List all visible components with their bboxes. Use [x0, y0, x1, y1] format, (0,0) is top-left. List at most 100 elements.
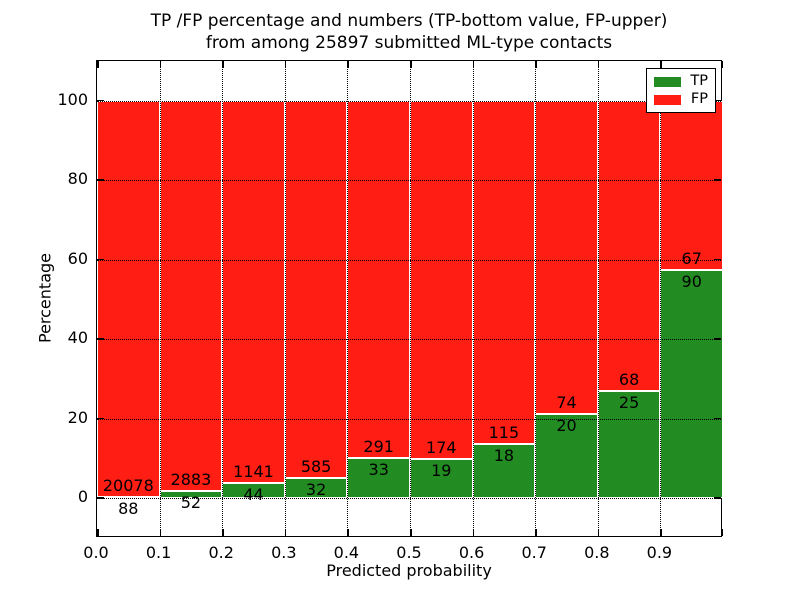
fp-count-label: 174 [426, 438, 457, 458]
x-tick-mark [159, 61, 162, 68]
x-tick-label: 0.4 [333, 543, 360, 562]
tp-count-label: 32 [305, 479, 327, 499]
x-gridline [410, 61, 411, 536]
x-tick-mark [410, 61, 412, 68]
x-tick-mark [284, 529, 287, 536]
bar-segment-fp [535, 100, 598, 414]
y-tick-mark [714, 497, 721, 499]
bar-segment-fp [97, 100, 160, 497]
plot-area: TP FP 20078 88 2883 52 1141 44 585 32 291 33 174 19… [96, 60, 723, 537]
chart-title-line2: from among 25897 submitted ML-type conta… [205, 33, 613, 53]
legend: TP FP [646, 68, 716, 113]
fp-count-label: 2883 [170, 470, 212, 490]
x-tick-label: 0.2 [208, 543, 234, 562]
x-tick-label: 0.0 [83, 543, 109, 562]
x-tick-label: 0.8 [584, 543, 610, 562]
x-tick-label: 0.7 [521, 543, 547, 562]
bar-segment-tp [660, 270, 723, 499]
tp-count-label: 44 [243, 485, 264, 505]
y-tick-label: 80 [67, 169, 88, 189]
tp-count-label: 90 [681, 272, 702, 292]
tp-count-label: 52 [180, 493, 202, 513]
x-axis-label: Predicted probability [326, 561, 492, 580]
x-tick-mark [597, 529, 600, 536]
fp-swatch-icon [654, 94, 681, 105]
x-gridline [347, 61, 349, 536]
y-tick-mark [97, 338, 104, 340]
x-tick-label: 0.6 [458, 543, 485, 562]
tp-count-label: 19 [431, 461, 452, 481]
fp-count-label: 1141 [233, 462, 274, 482]
y-tick-label: 60 [67, 248, 88, 268]
bar-segment-tp [597, 391, 661, 499]
fp-count-label: 67 [681, 249, 702, 269]
bar-segment-fp [159, 100, 223, 492]
bar-segment-fp [284, 100, 348, 478]
x-gridline [597, 61, 599, 536]
y-tick-label: 0 [77, 487, 88, 507]
x-tick-mark [410, 529, 412, 536]
y-tick-mark [714, 99, 721, 102]
legend-label-fp: FP [690, 91, 708, 107]
y-tick-mark [97, 179, 104, 181]
y-tick-mark [714, 338, 721, 340]
y-tick-mark [714, 417, 721, 420]
x-tick-mark [472, 529, 475, 536]
tp-swatch-icon [654, 76, 681, 87]
x-tick-mark [97, 529, 99, 536]
y-tick-label: 100 [57, 89, 88, 109]
x-gridline [472, 61, 474, 536]
x-tick-label: 0.5 [396, 543, 422, 562]
bar-segment-fp [410, 100, 473, 460]
y-tick-mark [714, 258, 721, 261]
fp-count-label: 291 [363, 436, 394, 456]
chart-title-line1: TP /FP percentage and numbers (TP-bottom… [150, 11, 668, 31]
y-tick-mark [97, 497, 104, 499]
fp-count-label: 20078 [102, 475, 154, 495]
x-tick-mark [222, 529, 224, 536]
y-tick-label: 20 [67, 407, 88, 427]
chart-title: TP /FP percentage and numbers (TP-bottom… [96, 10, 722, 54]
bar-segment-fp [347, 100, 410, 458]
bar-segment-fp [597, 100, 661, 392]
y-gridline [97, 180, 721, 182]
legend-item-fp: FP [654, 92, 708, 107]
legend-item-tp: TP [654, 74, 708, 89]
bar-segment-tp [535, 413, 598, 499]
y-tick-mark [97, 99, 104, 102]
x-tick-mark [97, 61, 99, 68]
x-tick-mark [660, 61, 662, 68]
bar-segment-tp [410, 459, 473, 499]
x-tick-label: 0.1 [145, 543, 172, 562]
x-tick-mark [347, 529, 349, 536]
y-gridline [97, 418, 721, 420]
bar-segment-fp [472, 100, 536, 445]
fp-count-label: 68 [618, 370, 640, 390]
bar-segment-fp [222, 100, 285, 484]
x-tick-label: 0.3 [271, 543, 297, 562]
fp-count-label: 115 [488, 423, 520, 443]
tp-count-label: 25 [618, 393, 640, 413]
x-tick-mark [472, 61, 475, 68]
x-tick-mark [159, 529, 162, 536]
x-tick-label: 0.9 [646, 543, 673, 562]
x-tick-mark [347, 61, 349, 68]
tp-count-label: 33 [368, 459, 389, 479]
bar-segment-tp [472, 444, 536, 499]
y-tick-mark [97, 417, 104, 420]
y-tick-label: 40 [67, 328, 88, 348]
y-gridline [97, 259, 721, 261]
y-tick-mark [714, 179, 721, 181]
tp-count-label: 88 [118, 498, 139, 518]
x-tick-mark [660, 529, 662, 536]
x-tick-mark [535, 61, 537, 68]
x-gridline [159, 61, 161, 536]
tp-count-label: 18 [493, 446, 515, 466]
x-tick-mark [597, 61, 600, 68]
x-tick-mark [721, 61, 723, 68]
y-gridline [97, 339, 721, 341]
x-gridline [284, 61, 286, 536]
y-tick-mark [97, 258, 104, 261]
legend-label-tp: TP [690, 73, 708, 89]
